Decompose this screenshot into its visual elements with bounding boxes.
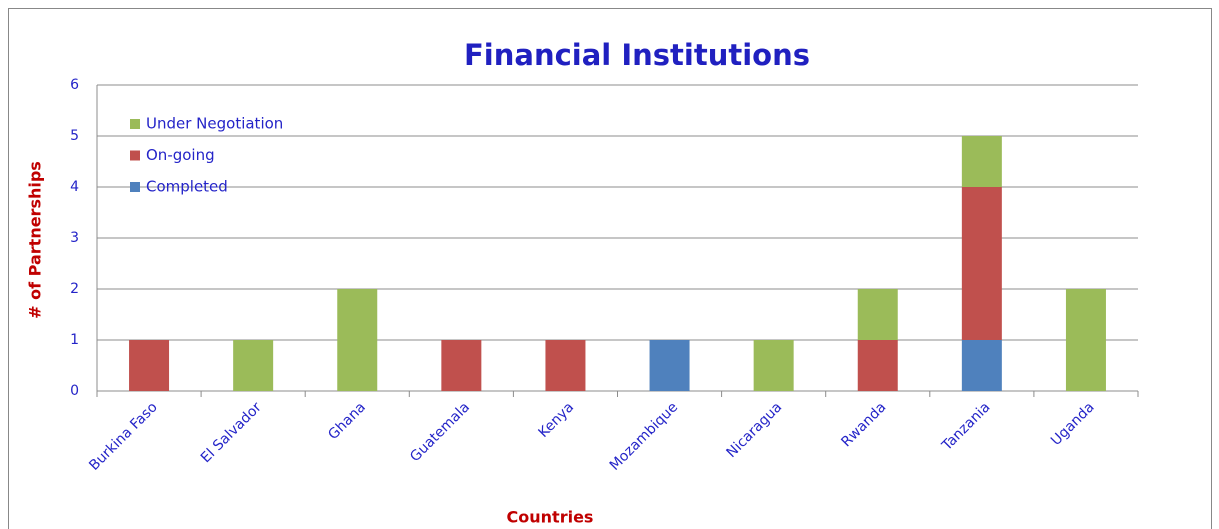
y-tick-label: 0 — [70, 383, 79, 399]
bar-segment — [961, 187, 1002, 340]
legend-label: On-going — [146, 146, 215, 164]
bar-segment — [337, 289, 378, 391]
y-tick-label: 6 — [70, 77, 79, 93]
bar-segment — [545, 340, 586, 391]
legend-swatch — [130, 150, 140, 161]
legend-label: Completed — [146, 178, 228, 196]
bar-segment — [233, 340, 274, 391]
y-tick-label: 3 — [70, 230, 79, 246]
legend-swatch — [130, 182, 140, 192]
bar-segment — [1065, 289, 1106, 391]
bar-segment — [753, 340, 794, 391]
y-tick-label: 2 — [70, 281, 79, 297]
bar-segment — [961, 340, 1002, 391]
bar-segment — [857, 289, 898, 340]
chart-title: Financial Institutions — [464, 38, 810, 72]
legend-label: Under Negotiation — [146, 115, 283, 133]
chart-border — [8, 8, 1212, 529]
y-tick-label: 4 — [70, 179, 79, 195]
bar-segment — [441, 340, 482, 391]
y-axis-title: # of Partnerships — [26, 161, 45, 319]
x-axis-title: Countries — [507, 508, 594, 527]
y-tick-label: 1 — [70, 332, 79, 348]
y-tick-label: 5 — [70, 128, 79, 144]
bar-segment — [857, 340, 898, 391]
bar-segment — [649, 340, 690, 391]
bar-segment — [129, 340, 170, 391]
legend-swatch — [130, 119, 140, 129]
bar-segment — [961, 136, 1002, 187]
